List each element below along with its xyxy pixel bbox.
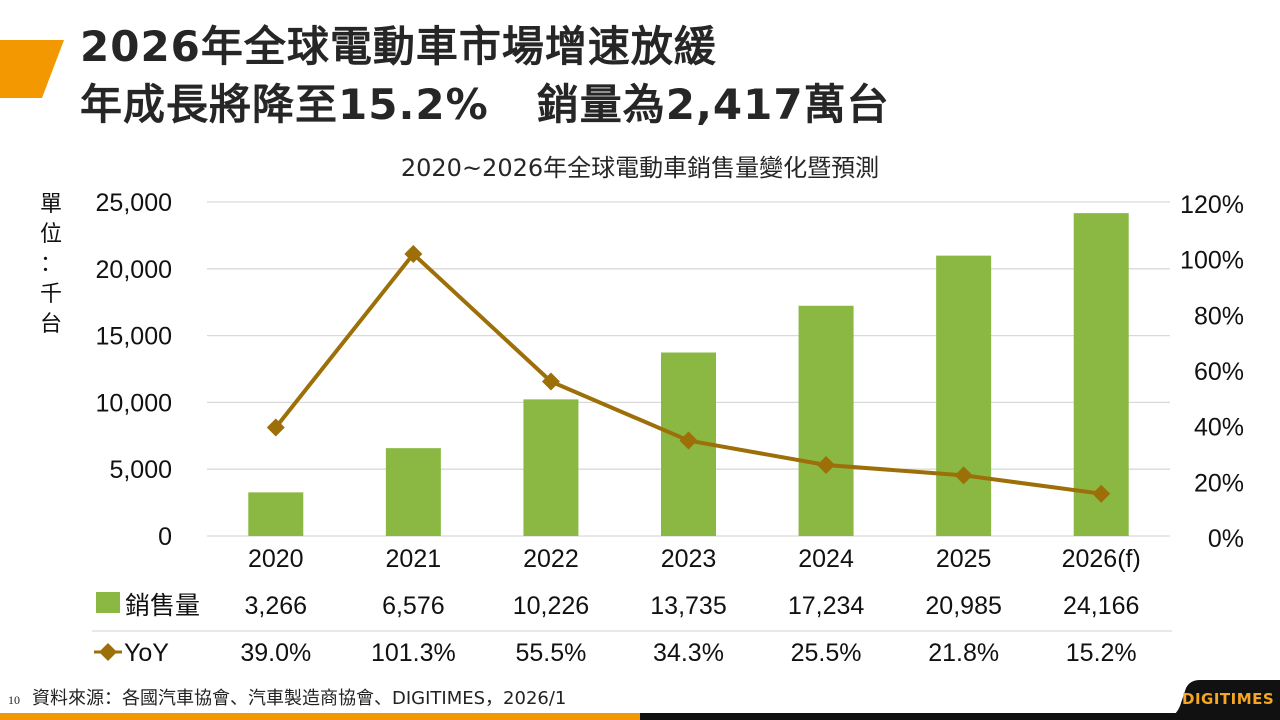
y-left-tick-label: 20,000 bbox=[96, 256, 172, 284]
page-number: 10 bbox=[8, 693, 20, 707]
table-cell-sales: 24,166 bbox=[1063, 592, 1139, 620]
table-cell-yoy: 34.3% bbox=[653, 639, 724, 667]
bottom-bar-accent bbox=[0, 713, 640, 720]
y-right-tick-label: 60% bbox=[1194, 358, 1244, 386]
table-cell-yoy: 55.5% bbox=[515, 639, 586, 667]
table-cell-sales: 17,234 bbox=[788, 592, 865, 620]
table-cell-sales: 6,576 bbox=[382, 592, 445, 620]
bar-2025 bbox=[936, 255, 992, 537]
header-accent-shape bbox=[0, 40, 64, 98]
y-left-tick-label: 5,000 bbox=[109, 456, 172, 484]
y-right-tick-label: 20% bbox=[1194, 469, 1244, 497]
x-tick-label: 2021 bbox=[386, 545, 442, 573]
legend-diamond-icon bbox=[99, 643, 117, 661]
bar-2026(f) bbox=[1073, 213, 1129, 536]
x-tick-label: 2020 bbox=[248, 545, 304, 573]
source-text: 資料來源：各國汽車協會、汽車製造商協會、DIGITIMES，2026/1 bbox=[32, 688, 567, 709]
table-cell-sales: 3,266 bbox=[245, 592, 308, 620]
yoy-marker-2026(f) bbox=[1092, 484, 1111, 503]
unit-label: 單 位 ： 千 台 bbox=[38, 190, 64, 340]
table-cell-sales: 13,735 bbox=[650, 592, 726, 620]
digitimes-logo: DIGITIMES bbox=[1182, 690, 1275, 708]
bar-2024 bbox=[798, 305, 854, 536]
yoy-marker-2024 bbox=[817, 456, 836, 475]
bar-2022 bbox=[523, 399, 579, 536]
y-left-tick-label: 10,000 bbox=[96, 389, 172, 417]
x-tick-label: 2025 bbox=[936, 545, 992, 573]
yoy-marker-2022 bbox=[541, 372, 560, 391]
y-left-tick-label: 0 bbox=[158, 523, 172, 551]
footer-source: 10 資料來源：各國汽車協會、汽車製造商協會、DIGITIMES，2026/1 bbox=[8, 684, 566, 710]
logo-tab bbox=[1160, 680, 1280, 720]
unit-label-char: 位 bbox=[39, 222, 62, 247]
bar-series bbox=[248, 213, 1129, 537]
y-right-tick-label: 0% bbox=[1208, 525, 1244, 553]
y-axis-left: 0 5,000 10,000 15,000 20,000 25,000 bbox=[96, 189, 172, 551]
line-series bbox=[266, 245, 1111, 503]
table-cell-yoy: 15.2% bbox=[1066, 639, 1137, 667]
y-right-tick-label: 40% bbox=[1194, 414, 1244, 442]
bar-2020 bbox=[248, 492, 304, 536]
table-cell-sales: 20,985 bbox=[925, 592, 1001, 620]
title-line-2-sales: 銷量為2,417萬台 bbox=[536, 80, 890, 129]
x-axis: 2020 2021 2022 2023 2024 2025 2026(f) bbox=[248, 545, 1141, 573]
legend-bar-swatch bbox=[96, 592, 120, 613]
x-tick-label: 2026(f) bbox=[1062, 545, 1141, 573]
y-left-tick-label: 15,000 bbox=[96, 323, 172, 351]
y-right-tick-label: 100% bbox=[1180, 247, 1244, 275]
unit-label-char: 千 bbox=[39, 282, 62, 307]
y-axis-right: 0% 20% 40% 60% 80% 100% 120% bbox=[1180, 191, 1244, 553]
chart-title: 2020~2026年全球電動車銷售量變化暨預測 bbox=[400, 154, 880, 182]
x-tick-label: 2023 bbox=[661, 545, 717, 573]
unit-label-char: ： bbox=[39, 252, 62, 277]
unit-label-char: 台 bbox=[39, 312, 62, 337]
x-tick-label: 2022 bbox=[523, 545, 579, 573]
y-left-tick-label: 25,000 bbox=[96, 189, 172, 217]
x-tick-label: 2024 bbox=[798, 545, 854, 573]
table-cell-yoy: 21.8% bbox=[928, 639, 999, 667]
title-line-2-growth: 年成長將降至15.2% bbox=[80, 80, 489, 129]
y-right-tick-label: 80% bbox=[1194, 302, 1244, 330]
table-cell-sales: 10,226 bbox=[513, 592, 589, 620]
y-right-tick-label: 120% bbox=[1180, 191, 1244, 219]
table-cell-yoy: 39.0% bbox=[240, 639, 311, 667]
table-cell-yoy: 101.3% bbox=[371, 639, 456, 667]
yoy-marker-2025 bbox=[954, 466, 973, 485]
bar-2021 bbox=[385, 448, 441, 536]
page-title: 2026年全球電動車市場增速放緩 年成長將降至15.2% 銷量為2,417萬台 bbox=[80, 18, 890, 134]
unit-label-char: 單 bbox=[39, 192, 62, 217]
table-cell-yoy: 25.5% bbox=[791, 639, 862, 667]
title-line-2: 年成長將降至15.2% 銷量為2,417萬台 bbox=[80, 76, 890, 134]
yoy-marker-2023 bbox=[679, 431, 698, 450]
data-table: 銷售量 3,266 6,576 10,226 13,735 17,234 20,985 24,… bbox=[92, 591, 1172, 667]
legend-line-label: YoY bbox=[124, 639, 169, 667]
yoy-marker-2020 bbox=[266, 418, 285, 437]
yoy-marker-2021 bbox=[404, 245, 423, 264]
bottom-bar bbox=[0, 713, 1280, 720]
legend-bar-label: 銷售量 bbox=[125, 591, 200, 620]
title-line-1: 2026年全球電動車市場增速放緩 bbox=[80, 22, 717, 71]
